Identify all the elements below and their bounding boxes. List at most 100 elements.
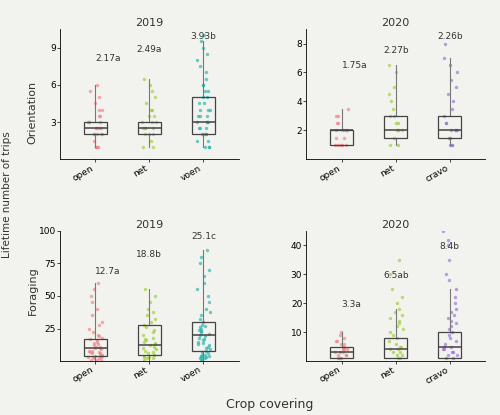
Point: [144, 306, 152, 312]
Point: [339, 349, 347, 356]
Point: [197, 38, 205, 45]
Point: [150, 351, 158, 358]
Point: [336, 355, 344, 361]
Point: [448, 105, 456, 112]
Point: [147, 137, 155, 144]
Point: [196, 316, 204, 323]
Point: [386, 271, 394, 278]
Point: [204, 137, 212, 144]
Point: [396, 355, 404, 361]
Point: [146, 299, 154, 306]
Title: 2020: 2020: [382, 18, 410, 28]
Point: [337, 355, 345, 361]
Point: [452, 126, 460, 133]
Point: [98, 351, 106, 358]
Point: [97, 354, 105, 361]
Point: [88, 356, 96, 363]
Point: [146, 112, 154, 119]
Point: [396, 343, 404, 350]
Point: [89, 354, 97, 361]
Point: [152, 119, 160, 125]
Point: [142, 131, 150, 138]
Point: [386, 329, 394, 335]
Point: [449, 355, 457, 361]
Point: [199, 81, 207, 88]
Point: [394, 127, 402, 134]
Point: [392, 120, 400, 127]
Title: 2019: 2019: [135, 220, 164, 230]
Point: [446, 142, 454, 148]
Point: [196, 352, 204, 359]
Point: [338, 127, 346, 134]
Point: [149, 144, 157, 150]
Text: 1.75a: 1.75a: [342, 61, 367, 70]
Point: [390, 134, 398, 141]
Point: [386, 112, 394, 119]
Point: [444, 314, 452, 321]
Point: [392, 334, 400, 341]
Bar: [384, 338, 407, 358]
Point: [202, 131, 210, 138]
Point: [447, 323, 455, 330]
Point: [90, 342, 98, 349]
Point: [204, 119, 212, 125]
Point: [394, 127, 402, 134]
Point: [146, 342, 154, 349]
Text: 12.7a: 12.7a: [95, 267, 120, 276]
Point: [196, 260, 203, 267]
Point: [195, 334, 203, 341]
Point: [198, 356, 205, 363]
Point: [342, 346, 350, 353]
Point: [198, 321, 206, 328]
Point: [452, 83, 460, 90]
Point: [332, 337, 340, 344]
Point: [453, 69, 461, 76]
Point: [200, 81, 207, 88]
Text: 2.26b: 2.26b: [437, 32, 462, 41]
Point: [339, 343, 347, 350]
Point: [334, 352, 342, 359]
Point: [398, 343, 406, 350]
Point: [338, 142, 346, 148]
Point: [97, 351, 105, 358]
Point: [396, 349, 404, 356]
Point: [92, 337, 100, 344]
Point: [204, 88, 212, 94]
Point: [196, 112, 203, 119]
Point: [98, 356, 106, 363]
Point: [87, 293, 95, 299]
Point: [196, 63, 204, 70]
Point: [340, 334, 348, 341]
Point: [139, 332, 147, 338]
Point: [150, 112, 158, 119]
Point: [195, 100, 203, 107]
Point: [92, 144, 100, 150]
Point: [151, 339, 159, 346]
Point: [148, 119, 156, 125]
Point: [141, 336, 149, 342]
Point: [198, 349, 206, 355]
Point: [198, 131, 205, 138]
Point: [95, 349, 103, 355]
Point: [94, 144, 102, 150]
Point: [340, 134, 348, 141]
Point: [150, 355, 158, 362]
Point: [196, 355, 203, 362]
Point: [98, 131, 106, 138]
Point: [92, 125, 100, 132]
Point: [84, 325, 92, 332]
Point: [204, 247, 212, 254]
Title: 2020: 2020: [382, 220, 410, 230]
Point: [202, 125, 210, 132]
Point: [204, 119, 212, 125]
Point: [90, 286, 98, 293]
Point: [448, 329, 456, 335]
Point: [388, 286, 396, 292]
Point: [148, 88, 156, 94]
Point: [88, 312, 96, 319]
Point: [90, 131, 98, 138]
Point: [142, 324, 150, 330]
Point: [202, 345, 209, 352]
Point: [150, 327, 158, 333]
Text: 2.17a: 2.17a: [95, 54, 120, 63]
